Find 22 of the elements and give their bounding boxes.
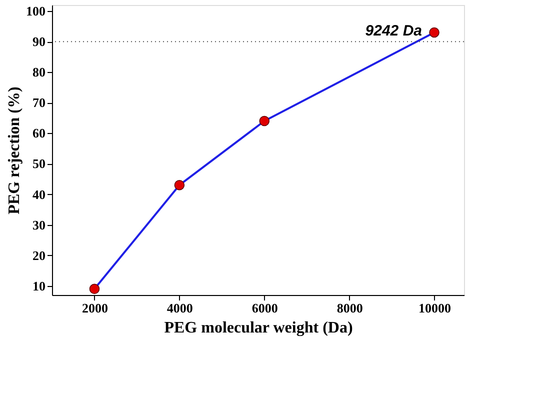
point: [89, 284, 100, 294]
ref-line-label: 9242 Da: [365, 22, 422, 40]
point: [259, 116, 270, 126]
y-tick-label: 100: [26, 4, 46, 19]
x-tick-label: 2000: [82, 300, 108, 316]
y-tick-label: 80: [32, 64, 46, 80]
y-tick-label: 70: [32, 95, 46, 110]
y-tick-label: 20: [32, 248, 46, 263]
y-tick-label: 40: [32, 186, 46, 202]
y-tick-label: 60: [32, 126, 46, 141]
x-tick-label: 10000: [418, 300, 452, 316]
point: [174, 180, 185, 190]
x-axis-title: PEG molecular weight (Da): [164, 320, 353, 336]
point: [429, 27, 440, 38]
y-tick-label: 50: [32, 156, 46, 172]
x-tick-label: 8000: [336, 300, 363, 316]
y-tick-label: 30: [32, 217, 46, 232]
y-axis-title: PEG rejection (%): [6, 86, 23, 214]
y-tick-label: 90: [32, 34, 46, 50]
x-tick-label: 4000: [166, 300, 193, 316]
x-tick-label: 6000: [252, 300, 278, 316]
y-tick-label: 10: [32, 278, 46, 294]
